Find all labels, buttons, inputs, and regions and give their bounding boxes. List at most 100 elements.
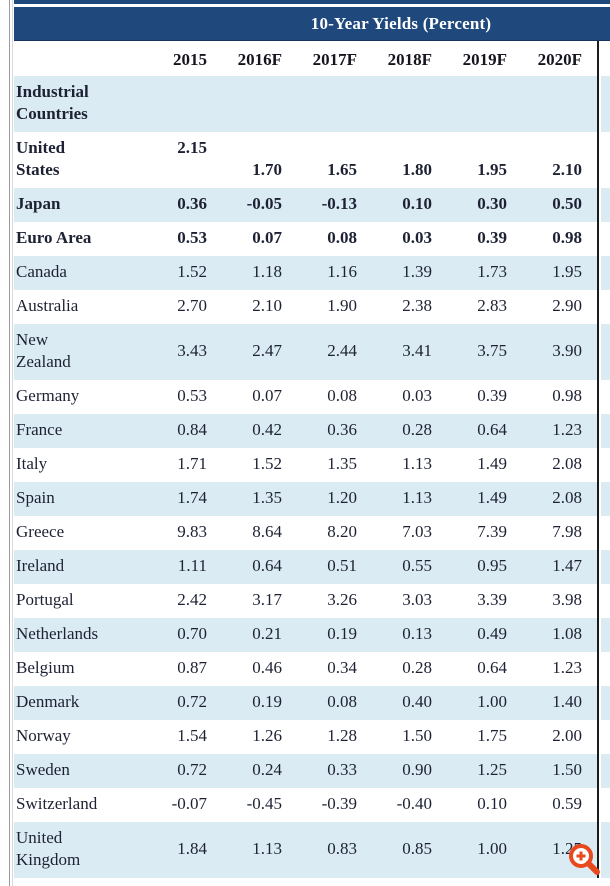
yield-value-cell: 0.50 bbox=[552, 194, 582, 213]
yield-value-cell: 0.36 bbox=[177, 194, 207, 213]
yield-value-cell: 1.52 bbox=[252, 454, 282, 473]
country-row: Greece 9.83 8.64 8.20 7.03 7.39 7.98 bbox=[14, 516, 610, 550]
country-name-label: Canada bbox=[16, 262, 67, 281]
yield-value-cell: 0.28 bbox=[402, 658, 432, 677]
country-name-label: Italy bbox=[16, 454, 48, 473]
country-name-label: Belgium bbox=[16, 658, 75, 677]
yield-value-cell: -0.07 bbox=[171, 794, 207, 813]
yield-value-cell: 1.95 bbox=[477, 160, 507, 179]
country-name-label: Euro Area bbox=[16, 228, 92, 247]
country-name-cell: Switzerland bbox=[14, 788, 136, 822]
yield-value-cell: 0.85 bbox=[402, 839, 432, 858]
yield-value-cell: 0.95 bbox=[477, 556, 507, 575]
country-row: Netherlands 0.70 0.21 0.19 0.13 0.49 1.08 bbox=[14, 618, 610, 652]
country-row: Switzerland -0.07 -0.45 -0.39 -0.40 0.10 0.59 bbox=[14, 788, 610, 822]
yield-value-cell: 1.00 bbox=[477, 839, 507, 858]
right-divider-gap bbox=[599, 41, 601, 878]
yield-value-cell: 8.20 bbox=[327, 522, 357, 541]
yield-value-cell: 1.54 bbox=[177, 726, 207, 745]
country-name-cell: Spain bbox=[14, 482, 136, 516]
yield-value-cell: 3.41 bbox=[402, 341, 432, 360]
yield-value-cell: 1.49 bbox=[477, 488, 507, 507]
yield-value-cell: 0.07 bbox=[252, 228, 282, 247]
yields-table: 2015 2016F 2017F 2018F 2019F 2020F Industrial… bbox=[14, 41, 610, 878]
country-name-cell: United Kingdom bbox=[14, 822, 136, 878]
yield-value-cell: 1.71 bbox=[177, 454, 207, 473]
yield-value-cell: 2.15 bbox=[177, 138, 207, 157]
country-name-label: France bbox=[16, 420, 63, 439]
yield-value-cell: 0.90 bbox=[402, 760, 432, 779]
country-name-cell: Greece bbox=[14, 516, 136, 550]
yield-value-cell: 2.44 bbox=[327, 341, 357, 360]
country-row: Euro Area 0.53 0.07 0.08 0.03 0.39 0.98 bbox=[14, 222, 610, 256]
country-row: Sweden 0.72 0.24 0.33 0.90 1.25 1.50 bbox=[14, 754, 610, 788]
yield-value-cell: 2.83 bbox=[477, 296, 507, 315]
country-name-label: Norway bbox=[16, 726, 71, 745]
yield-value-cell: 0.83 bbox=[327, 839, 357, 858]
yield-value-cell: 1.13 bbox=[402, 488, 432, 507]
yield-value-cell: 1.47 bbox=[552, 556, 582, 575]
country-name-cell: Netherlands bbox=[14, 618, 136, 652]
yield-value-cell: 0.59 bbox=[552, 794, 582, 813]
yield-value-cell: 0.21 bbox=[252, 624, 282, 643]
yield-value-cell: 1.65 bbox=[327, 160, 357, 179]
yield-value-cell: 0.08 bbox=[327, 386, 357, 405]
yield-value-cell: 1.52 bbox=[177, 262, 207, 281]
yield-value-cell: 1.84 bbox=[177, 839, 207, 858]
yield-value-cell: 0.53 bbox=[177, 228, 207, 247]
yield-value-cell: 3.39 bbox=[477, 590, 507, 609]
country-row: New Zealand 3.43 2.47 2.44 3.41 3.75 3.90 bbox=[14, 324, 610, 380]
country-row: Italy 1.71 1.52 1.35 1.13 1.49 2.08 bbox=[14, 448, 610, 482]
country-row: Canada 1.52 1.18 1.16 1.39 1.73 1.95 bbox=[14, 256, 610, 290]
country-row: United States 2.15 1.70 1.65 1.80 1.95 2.10 bbox=[14, 132, 610, 188]
country-name-cell: Portugal bbox=[14, 584, 136, 618]
yield-value-cell: 2.42 bbox=[177, 590, 207, 609]
country-row: Ireland 1.11 0.64 0.51 0.55 0.95 1.47 bbox=[14, 550, 610, 584]
country-row: Industrial Countries bbox=[14, 76, 610, 132]
yield-value-cell: 0.64 bbox=[477, 658, 507, 677]
yield-value-cell: 0.39 bbox=[477, 386, 507, 405]
yield-value-cell: 0.98 bbox=[552, 228, 582, 247]
country-name-label: Switzerland bbox=[16, 794, 98, 813]
yield-value-cell: 1.49 bbox=[477, 454, 507, 473]
yield-value-cell: 0.64 bbox=[477, 420, 507, 439]
top-navy-strip bbox=[14, 0, 610, 4]
yield-value-cell: 0.64 bbox=[252, 556, 282, 575]
yield-value-cell: 3.17 bbox=[252, 590, 282, 609]
yield-value-cell: 0.19 bbox=[252, 692, 282, 711]
yield-value-cell: 2.10 bbox=[252, 296, 282, 315]
yield-value-cell: 0.13 bbox=[402, 624, 432, 643]
country-row: Belgium 0.87 0.46 0.34 0.28 0.64 1.23 bbox=[14, 652, 610, 686]
yield-value-cell bbox=[211, 76, 286, 132]
country-name-cell: Germany bbox=[14, 380, 136, 414]
yield-value-cell: 1.00 bbox=[477, 692, 507, 711]
country-name-cell: Japan bbox=[14, 188, 136, 222]
yield-value-cell: 1.26 bbox=[252, 726, 282, 745]
country-row: Norway 1.54 1.26 1.28 1.50 1.75 2.00 bbox=[14, 720, 610, 754]
yield-value-cell: 7.98 bbox=[552, 522, 582, 541]
yield-value-cell: 1.13 bbox=[402, 454, 432, 473]
country-row: Denmark 0.72 0.19 0.08 0.40 1.00 1.40 bbox=[14, 686, 610, 720]
country-name-cell: Australia bbox=[14, 290, 136, 324]
yield-value-cell: 1.50 bbox=[402, 726, 432, 745]
country-name-label: New Zealand bbox=[16, 330, 71, 371]
yield-value-cell: 0.19 bbox=[327, 624, 357, 643]
country-name-label: Spain bbox=[16, 488, 55, 507]
yield-value-cell: 2.90 bbox=[552, 296, 582, 315]
country-name-cell: Ireland bbox=[14, 550, 136, 584]
yield-value-cell: 0.98 bbox=[552, 386, 582, 405]
yield-value-cell: 0.84 bbox=[177, 420, 207, 439]
yield-value-cell: 0.07 bbox=[252, 386, 282, 405]
yield-value-cell: 1.18 bbox=[252, 262, 282, 281]
yield-value-cell: 0.51 bbox=[327, 556, 357, 575]
country-name-label: Sweden bbox=[16, 760, 70, 779]
yield-value-cell: 0.70 bbox=[177, 624, 207, 643]
yield-value-cell: 3.90 bbox=[552, 341, 582, 360]
yield-value-cell bbox=[136, 76, 211, 132]
year-column-header: 2018F bbox=[361, 41, 436, 76]
yield-value-cell: 2.00 bbox=[552, 726, 582, 745]
zoom-in-magnifier-icon[interactable] bbox=[566, 842, 604, 880]
country-name-cell: Belgium bbox=[14, 652, 136, 686]
country-row: Australia 2.70 2.10 1.90 2.38 2.83 2.90 bbox=[14, 290, 610, 324]
